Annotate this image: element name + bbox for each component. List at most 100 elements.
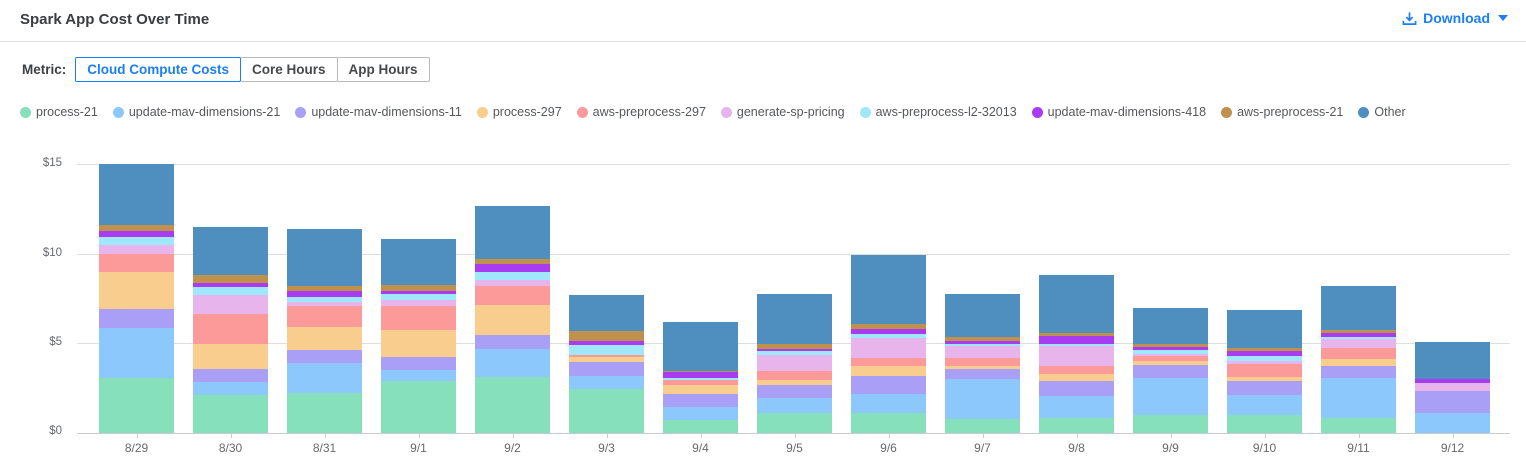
bar-segment-update-mav-dimensions-418[interactable]: [1133, 347, 1208, 351]
bar-segment-aws-preprocess-297[interactable]: [569, 354, 644, 358]
bar-segment-process-297[interactable]: [945, 366, 1020, 369]
bar-segment-Other[interactable]: [1415, 342, 1490, 379]
bar-segment-update-mav-dimensions-21[interactable]: [381, 369, 456, 382]
bar-9-9[interactable]: [1133, 308, 1208, 433]
bar-9-8[interactable]: [1039, 275, 1114, 433]
legend-item-0[interactable]: process-21: [20, 105, 98, 119]
metric-option-1[interactable]: Core Hours: [240, 57, 338, 82]
bar-segment-process-297[interactable]: [193, 343, 268, 369]
bar-segment-process-297[interactable]: [1227, 376, 1302, 382]
bar-9-6[interactable]: [851, 255, 926, 433]
bar-segment-aws-preprocess-21[interactable]: [945, 336, 1020, 342]
bar-segment-process-21[interactable]: [381, 381, 456, 433]
bar-segment-process-297[interactable]: [475, 305, 550, 335]
bar-segment-update-mav-dimensions-11[interactable]: [663, 393, 738, 408]
bar-segment-update-mav-dimensions-21[interactable]: [663, 407, 738, 420]
bar-segment-generate-sp-pricing[interactable]: [99, 244, 174, 254]
bar-segment-update-mav-dimensions-418[interactable]: [945, 341, 1020, 344]
bar-segment-update-mav-dimensions-418[interactable]: [663, 372, 738, 378]
bar-segment-aws-preprocess-21[interactable]: [381, 284, 456, 292]
bar-segment-update-mav-dimensions-11[interactable]: [569, 361, 644, 376]
bar-segment-aws-preprocess-l2-32013[interactable]: [945, 343, 1020, 347]
bar-segment-update-mav-dimensions-21[interactable]: [1039, 395, 1114, 418]
bar-segment-aws-preprocess-21[interactable]: [1321, 329, 1396, 334]
legend-item-5[interactable]: generate-sp-pricing: [720, 105, 845, 119]
bar-segment-aws-preprocess-297[interactable]: [381, 306, 456, 330]
bar-9-12[interactable]: [1415, 342, 1490, 433]
bar-segment-update-mav-dimensions-11[interactable]: [1227, 381, 1302, 395]
bar-segment-update-mav-dimensions-418[interactable]: [99, 231, 174, 237]
bar-segment-update-mav-dimensions-11[interactable]: [1321, 366, 1396, 378]
bar-segment-aws-preprocess-21[interactable]: [475, 259, 550, 265]
bar-segment-generate-sp-pricing[interactable]: [287, 301, 362, 307]
bar-segment-process-297[interactable]: [569, 357, 644, 362]
bar-segment-Other[interactable]: [757, 293, 832, 344]
bar-segment-update-mav-dimensions-418[interactable]: [1415, 378, 1490, 384]
bar-9-3[interactable]: [569, 294, 644, 433]
bar-segment-update-mav-dimensions-11[interactable]: [99, 308, 174, 328]
bar-segment-update-mav-dimensions-11[interactable]: [945, 368, 1020, 379]
bar-segment-process-21[interactable]: [1227, 415, 1302, 433]
bar-segment-process-21[interactable]: [1321, 417, 1396, 433]
bar-segment-update-mav-dimensions-21[interactable]: [287, 362, 362, 393]
legend-item-3[interactable]: process-297: [476, 105, 562, 119]
bar-segment-process-21[interactable]: [287, 392, 362, 433]
bar-segment-aws-preprocess-21[interactable]: [99, 225, 174, 232]
bar-segment-process-297[interactable]: [1321, 358, 1396, 367]
bar-segment-Other[interactable]: [1133, 308, 1208, 344]
bar-segment-aws-preprocess-l2-32013[interactable]: [99, 236, 174, 245]
bar-segment-process-297[interactable]: [99, 272, 174, 309]
bar-segment-process-297[interactable]: [1039, 374, 1114, 382]
bar-segment-generate-sp-pricing[interactable]: [757, 354, 832, 372]
bar-segment-generate-sp-pricing[interactable]: [851, 337, 926, 359]
bar-segment-aws-preprocess-297[interactable]: [99, 253, 174, 273]
bar-segment-Other[interactable]: [663, 322, 738, 371]
bar-segment-aws-preprocess-l2-32013[interactable]: [1321, 336, 1396, 340]
bar-segment-aws-preprocess-297[interactable]: [1321, 348, 1396, 359]
bar-segment-aws-preprocess-297[interactable]: [287, 306, 362, 327]
bar-segment-process-21[interactable]: [945, 418, 1020, 433]
bar-segment-aws-preprocess-l2-32013[interactable]: [757, 350, 832, 355]
bar-segment-process-21[interactable]: [475, 376, 550, 433]
bar-segment-generate-sp-pricing[interactable]: [1039, 346, 1114, 367]
bar-segment-update-mav-dimensions-21[interactable]: [475, 349, 550, 377]
bar-segment-update-mav-dimensions-11[interactable]: [193, 368, 268, 383]
bar-segment-process-21[interactable]: [663, 419, 738, 433]
bar-segment-aws-preprocess-297[interactable]: [851, 358, 926, 367]
bar-segment-aws-preprocess-l2-32013[interactable]: [851, 333, 926, 338]
bar-segment-update-mav-dimensions-21[interactable]: [193, 382, 268, 395]
bar-segment-aws-preprocess-297[interactable]: [1133, 356, 1208, 361]
bar-segment-process-297[interactable]: [381, 329, 456, 358]
download-button[interactable]: Download: [1402, 10, 1508, 26]
bar-segment-Other[interactable]: [193, 226, 268, 276]
bar-segment-update-mav-dimensions-418[interactable]: [851, 328, 926, 334]
bar-segment-Other[interactable]: [569, 294, 644, 332]
bar-segment-update-mav-dimensions-21[interactable]: [569, 375, 644, 390]
bar-segment-Other[interactable]: [1227, 309, 1302, 349]
bar-segment-aws-preprocess-297[interactable]: [193, 314, 268, 344]
bar-segment-update-mav-dimensions-21[interactable]: [1133, 377, 1208, 416]
bar-segment-process-21[interactable]: [99, 377, 174, 433]
legend-item-2[interactable]: update-mav-dimensions-11: [295, 105, 462, 119]
bar-segment-Other[interactable]: [381, 239, 456, 285]
bar-segment-generate-sp-pricing[interactable]: [1133, 353, 1208, 357]
bar-9-4[interactable]: [663, 322, 738, 433]
bar-segment-update-mav-dimensions-11[interactable]: [381, 357, 456, 370]
bar-segment-aws-preprocess-l2-32013[interactable]: [1133, 350, 1208, 354]
bar-segment-update-mav-dimensions-21[interactable]: [945, 378, 1020, 419]
bar-segment-process-21[interactable]: [1133, 415, 1208, 433]
bar-segment-update-mav-dimensions-11[interactable]: [1133, 365, 1208, 378]
bar-segment-aws-preprocess-21[interactable]: [851, 324, 926, 329]
bar-segment-aws-preprocess-l2-32013[interactable]: [663, 377, 738, 381]
bar-segment-update-mav-dimensions-21[interactable]: [1321, 377, 1396, 418]
bar-segment-aws-preprocess-l2-32013[interactable]: [1039, 343, 1114, 347]
bar-8-30[interactable]: [193, 226, 268, 433]
bar-segment-aws-preprocess-21[interactable]: [287, 285, 362, 292]
bar-segment-aws-preprocess-297[interactable]: [475, 285, 550, 306]
bar-segment-aws-preprocess-21[interactable]: [757, 343, 832, 350]
bar-segment-update-mav-dimensions-11[interactable]: [475, 334, 550, 350]
bar-segment-process-21[interactable]: [1039, 417, 1114, 433]
bar-segment-aws-preprocess-297[interactable]: [1227, 364, 1302, 377]
bar-segment-update-mav-dimensions-21[interactable]: [99, 327, 174, 378]
bar-segment-aws-preprocess-297[interactable]: [1039, 366, 1114, 375]
